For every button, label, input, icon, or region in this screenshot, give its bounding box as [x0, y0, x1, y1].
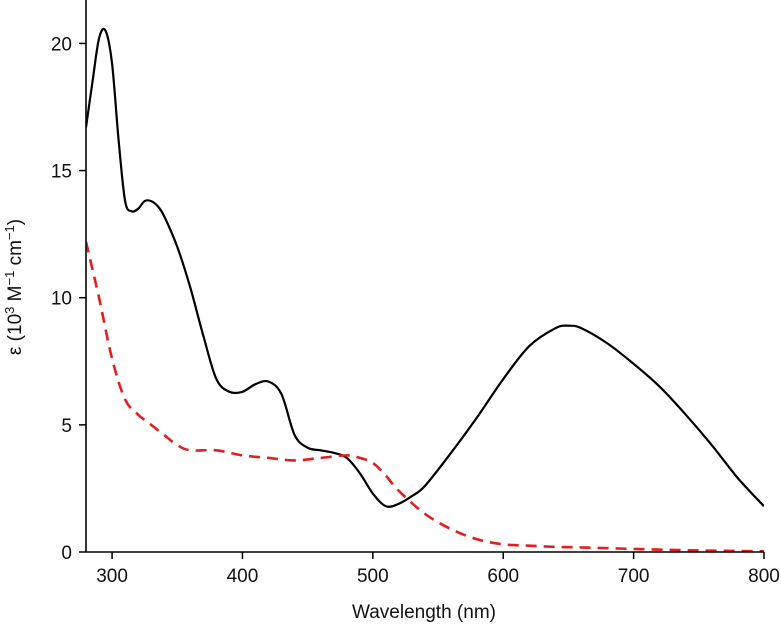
- series-line-red-dashed: [86, 241, 764, 552]
- y-axis-title: ε (103 M−1 cm−1): [2, 219, 26, 355]
- y-tick-label: 0: [61, 543, 72, 564]
- x-tick-label: 800: [748, 566, 780, 587]
- y-axis-title-exp1: 3: [2, 307, 17, 314]
- y-ticks: 0 5 10 15 20: [51, 34, 86, 564]
- x-tick-label: 300: [96, 566, 128, 587]
- y-tick-label: 15: [51, 162, 72, 183]
- x-tick-label: 700: [618, 566, 650, 587]
- y-axis-title-prefix: ε (10: [5, 314, 26, 355]
- axes: [85, 0, 764, 553]
- y-axis-title-mid1: M: [5, 286, 26, 307]
- y-axis-title-exp3: −1: [2, 225, 17, 240]
- y-tick-label: 20: [51, 34, 72, 55]
- y-tick-label: 5: [61, 416, 72, 437]
- y-tick-label: 10: [51, 289, 72, 310]
- y-axis-title-suffix: ): [5, 219, 26, 225]
- x-tick-label: 600: [487, 566, 519, 587]
- x-ticks: 300 400 500 600 700 800: [96, 552, 780, 587]
- series-line-black-solid: [86, 27, 764, 508]
- y-axis-title-mid2: cm: [5, 240, 26, 271]
- x-tick-label: 500: [357, 566, 389, 587]
- x-axis-title: Wavelength (nm): [352, 602, 496, 623]
- y-axis-title-exp2: −1: [2, 271, 17, 286]
- x-tick-label: 400: [227, 566, 259, 587]
- series-layer: [86, 27, 764, 552]
